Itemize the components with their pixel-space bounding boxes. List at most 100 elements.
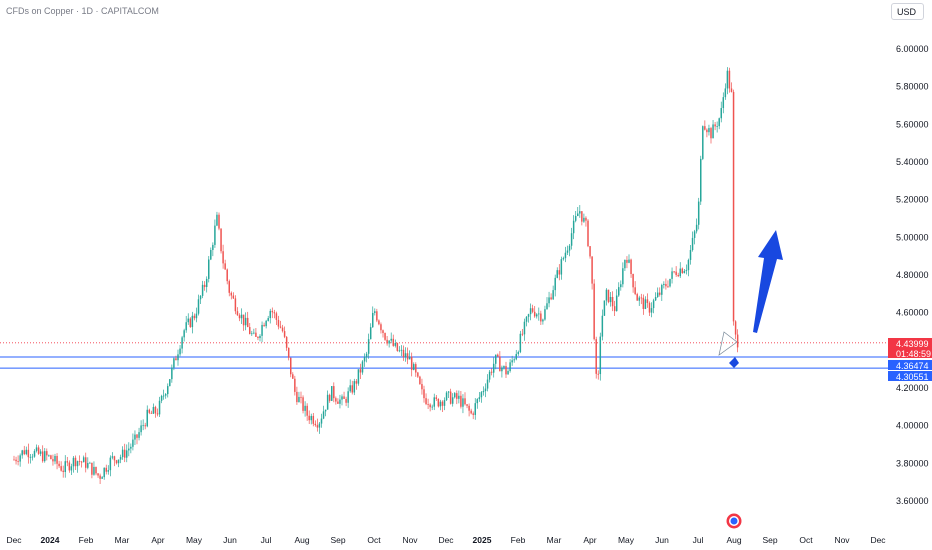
symbol-title[interactable]: CFDs on Copper · 1D · CAPITALCOM	[6, 6, 159, 16]
candle-body	[222, 251, 224, 264]
candle-body	[177, 354, 179, 361]
candle-body	[527, 314, 530, 317]
candle-body	[388, 340, 390, 344]
candle-body	[259, 335, 261, 339]
time-axis[interactable]: Dec 2024 Feb Mar Apr May Jun Jul Aug Sep Oct Nov Dec…	[6, 535, 886, 545]
candle-body	[630, 259, 632, 274]
candle-body	[595, 339, 597, 374]
candle-body	[443, 400, 446, 406]
y-tick-label: 5.40000	[896, 157, 929, 167]
candle-body	[597, 373, 599, 375]
y-tick-label: 3.80000	[896, 458, 929, 468]
candle-body	[326, 394, 329, 410]
candle-body	[689, 250, 692, 260]
candle-body	[70, 466, 73, 471]
candle-body	[679, 268, 681, 277]
candle-body	[136, 434, 138, 438]
price-badge-label: 4.30551	[896, 372, 929, 382]
candle-body	[87, 463, 89, 468]
y-tick-label: 5.20000	[896, 195, 929, 205]
candle-body	[599, 336, 602, 375]
candle-body	[495, 354, 497, 364]
x-tick-label: Nov	[834, 535, 850, 545]
price-badge	[888, 338, 932, 358]
candle-body	[659, 292, 661, 295]
x-tick-label: Aug	[726, 535, 741, 545]
candle-body	[113, 456, 116, 461]
candle-body	[115, 460, 118, 464]
candle-body	[140, 425, 142, 433]
candle-body	[355, 381, 358, 384]
drawings[interactable]	[718, 230, 783, 368]
x-tick-label: Dec	[438, 535, 454, 545]
event-icon[interactable]	[726, 513, 742, 529]
candle-body	[101, 477, 103, 479]
candle-body	[718, 118, 720, 127]
candle-body	[480, 392, 483, 398]
y-tick-label: 4.80000	[896, 270, 929, 280]
candle-body	[78, 461, 81, 462]
candles[interactable]	[13, 67, 739, 485]
y-tick-label: 4.20000	[896, 383, 929, 393]
x-tick-label: Mar	[115, 535, 130, 545]
candle-body	[193, 315, 196, 319]
arrow-down-icon[interactable]	[729, 357, 739, 368]
candle-body	[226, 269, 228, 282]
candle-body	[560, 259, 563, 275]
candle-body	[394, 343, 397, 346]
support-levels[interactable]	[0, 342, 888, 369]
candle-body	[458, 395, 460, 399]
candle-body	[654, 297, 657, 301]
candle-body	[638, 297, 640, 301]
candle-body	[339, 399, 341, 404]
candle-body	[644, 299, 647, 309]
x-tick-label: May	[186, 535, 203, 545]
candle-body	[52, 459, 54, 462]
candle-body	[669, 278, 671, 287]
candle-body	[285, 336, 288, 348]
candle-body	[406, 353, 409, 360]
x-tick-label: Dec	[870, 535, 886, 545]
candle-body	[337, 401, 339, 404]
candle-body	[160, 395, 163, 401]
candle-body	[66, 461, 69, 463]
candle-body	[169, 379, 171, 387]
arrow-up-icon[interactable]	[753, 230, 783, 333]
candle-body	[441, 401, 444, 406]
candle-body	[46, 451, 48, 456]
candle-body	[509, 362, 511, 372]
candle-body	[275, 313, 278, 320]
candle-body	[693, 231, 696, 238]
candle-body	[154, 406, 157, 414]
candle-body	[33, 450, 36, 457]
candle-body	[19, 455, 21, 462]
price-axis[interactable]: 6.00000 5.80000 5.60000 5.40000 5.20000 5.000…	[896, 44, 929, 506]
candle-body	[503, 365, 505, 368]
candle-body	[511, 360, 513, 363]
candle-body	[622, 268, 624, 285]
candle-body	[544, 309, 546, 320]
candle-body	[423, 389, 425, 399]
candle-body	[345, 398, 347, 403]
y-tick-label: 6.00000	[896, 44, 929, 54]
candle-body	[492, 363, 495, 373]
candle-body	[568, 245, 571, 251]
candle-body	[331, 386, 333, 401]
candle-body	[593, 283, 595, 340]
candle-body	[175, 358, 177, 361]
candle-body	[548, 297, 550, 304]
candle-body	[68, 462, 71, 471]
candle-body	[562, 258, 565, 260]
candle-body	[210, 250, 212, 260]
candle-body	[216, 214, 218, 226]
candle-body	[425, 398, 427, 405]
candle-body	[146, 409, 148, 427]
currency-button[interactable]: USD	[891, 3, 924, 20]
candle-body	[296, 391, 298, 403]
candle-body	[486, 379, 489, 389]
candle-body	[74, 457, 77, 467]
candle-body	[189, 318, 192, 328]
triangle-drawing[interactable]	[718, 331, 738, 356]
